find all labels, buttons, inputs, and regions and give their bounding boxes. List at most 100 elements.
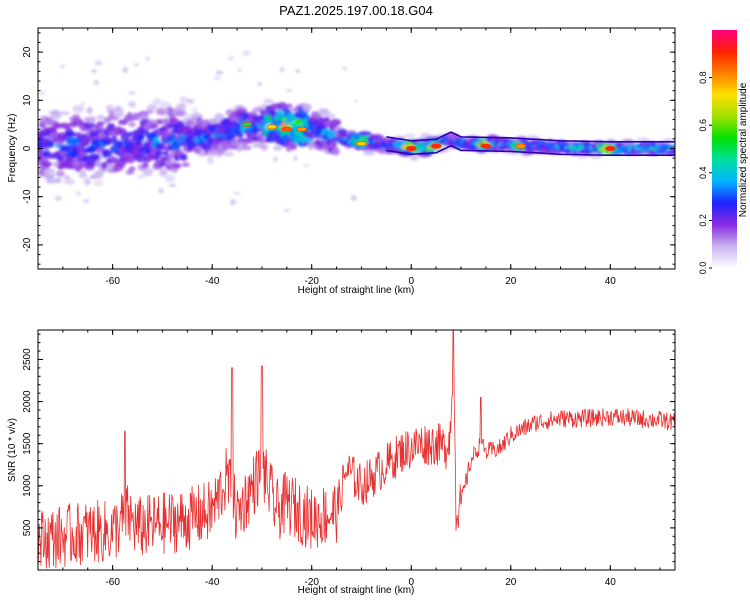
spectrogram-blobs	[38, 50, 675, 213]
spectrogram-speckle	[257, 82, 263, 86]
colorbar-tick-label: 0.0	[698, 262, 708, 275]
spectrogram-x-tick-label: -40	[205, 276, 220, 287]
spectrogram-cell	[102, 149, 113, 158]
spectrogram-y-ticks: -20 -10 0 10 20	[22, 32, 675, 265]
spectrogram-cell	[263, 99, 275, 104]
spectrogram-speckle	[122, 66, 128, 73]
spectrogram-cell	[72, 114, 81, 120]
spectrogram-cell	[147, 103, 158, 111]
spectrogram-cell	[509, 151, 521, 157]
spectrogram-cell	[83, 121, 96, 129]
spectrogram-cell	[63, 175, 72, 180]
spectrogram-cell	[74, 132, 83, 137]
spectrogram-cell	[83, 177, 91, 186]
spectrogram-speckle	[242, 50, 250, 57]
spectrogram-cell	[287, 114, 295, 119]
spectrogram-cell	[142, 167, 154, 177]
snr-y-ticks: 500 1000 1500 2000 2500	[22, 333, 675, 571]
spectrogram-speckle	[145, 56, 151, 62]
spectrogram-cell	[164, 160, 177, 165]
spectrogram-y-tick-label: 20	[22, 46, 33, 58]
spectrogram-speckle	[215, 70, 224, 75]
spectrogram-cell	[155, 149, 163, 156]
spectrogram-speckle	[295, 69, 300, 74]
colorbar-ticks: 0.0 0.2 0.4 0.6 0.8	[698, 71, 712, 274]
spectrogram-cell	[96, 120, 105, 127]
colorbar-gradient	[712, 30, 737, 268]
spectrogram-peak	[266, 124, 278, 130]
spectrogram-x-ticks: -60 -40 -20 0 20 40	[37, 28, 661, 287]
snr-panel: -60 -40 -20 0 20 40 500 1000 1500 2000 2500 Heigh…	[7, 329, 676, 596]
spectrogram-cell	[273, 145, 283, 151]
spectrogram-speckle	[94, 60, 103, 66]
colorbar-tick-label: 0.6	[698, 119, 708, 132]
spectrogram-peak	[405, 146, 417, 152]
spectrogram-cell	[54, 177, 62, 184]
spectrogram-x-axis-label: Height of straight line (km)	[298, 285, 415, 296]
spectrogram-cell	[102, 139, 113, 146]
spectrogram-cell	[66, 132, 78, 138]
spectrogram-cell	[404, 133, 416, 139]
spectrogram-y-axis-label: Frequency (Hz)	[7, 114, 18, 183]
snr-y-tick-label: 1500	[22, 432, 33, 455]
spectrogram-cell	[79, 169, 87, 177]
snr-frame	[37, 329, 676, 571]
snr-y-axis-label: SNR (10 * v/v)	[7, 418, 18, 482]
spectrogram-cell	[207, 155, 214, 165]
spectrogram-cell	[85, 159, 98, 167]
spectrogram-cell	[91, 154, 101, 161]
spectrogram-speckle	[186, 98, 195, 104]
spectrogram-cell	[307, 142, 315, 150]
spectrogram-cell	[86, 107, 93, 114]
spectrogram-peak	[356, 141, 367, 147]
spectrogram-cell	[55, 170, 65, 177]
spectrogram-cell	[358, 131, 372, 137]
spectrogram-band-edge	[386, 144, 675, 156]
spectrogram-speckle	[91, 69, 97, 73]
spectrogram-cell	[118, 119, 129, 125]
spectrogram-speckle	[213, 76, 221, 81]
spectrogram-speckle	[39, 91, 46, 96]
spectrogram-x-tick-label: 0	[408, 276, 414, 287]
spectrogram-speckle	[191, 107, 198, 114]
snr-x-tick-label: 40	[605, 577, 617, 588]
spectrogram-speckle	[54, 195, 62, 202]
spectrogram-cell	[240, 145, 252, 151]
spectrogram-cell	[235, 131, 244, 138]
figure-title: PAZ1.2025.197.00.18.G04	[279, 3, 433, 18]
spectrogram-speckle	[229, 199, 236, 206]
spectrogram-peak	[296, 126, 308, 132]
snr-x-tick-label: 20	[505, 577, 517, 588]
spectrogram-cell	[310, 111, 321, 118]
snr-y-tick-label: 1000	[22, 474, 33, 497]
spectrogram-speckle	[59, 64, 66, 69]
spectrogram-cell	[72, 105, 85, 114]
spectrogram-peak	[515, 143, 527, 149]
spectrogram-y-tick-label: 0	[22, 145, 33, 151]
snr-x-axis-label: Height of straight line (km)	[298, 585, 415, 596]
spectrogram-peak	[605, 146, 616, 152]
spectrogram-cell	[108, 123, 116, 132]
spectrogram-speckle	[283, 208, 290, 213]
spectrogram-cell	[165, 174, 176, 183]
spectrogram-cell	[301, 103, 312, 112]
spectrogram-speckle	[137, 174, 145, 179]
spectrogram-y-tick-label: -10	[22, 189, 33, 204]
spectrogram-speckle	[237, 67, 242, 73]
colorbar: 0.0 0.2 0.4 0.6 0.8 Normalized spectral ampl…	[698, 30, 749, 274]
spectrogram-speckle	[80, 102, 86, 107]
spectrogram-band-edge	[386, 131, 675, 143]
spectrogram-cell	[329, 140, 338, 149]
spectrogram-cell	[331, 147, 340, 156]
spectrogram-speckle	[272, 156, 278, 163]
spectrogram-cell	[330, 118, 342, 126]
spectrogram-cell	[87, 116, 96, 124]
snr-x-tick-label: 0	[408, 577, 414, 588]
spectrogram-speckle	[75, 191, 82, 196]
spectrogram-cell	[179, 96, 188, 103]
snr-x-tick-label: -40	[205, 577, 220, 588]
spectrogram-cell	[284, 103, 293, 108]
snr-y-tick-label: 2000	[22, 390, 33, 413]
spectrogram-cell	[289, 143, 297, 150]
snr-y-tick-label: 500	[22, 519, 33, 536]
